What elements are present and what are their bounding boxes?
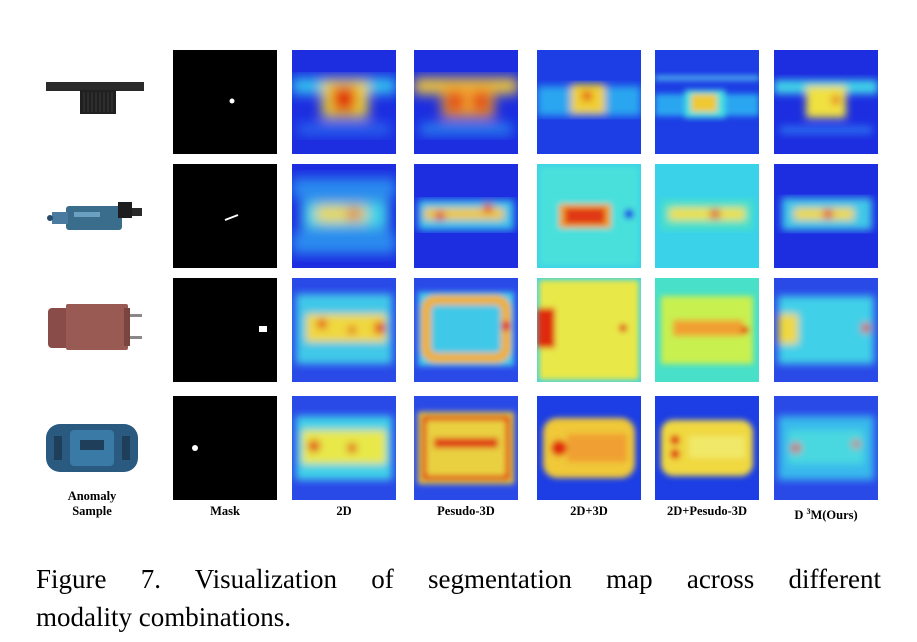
heatmap-2d3d-row-3 <box>537 278 641 382</box>
heatmap-2d3d-row-2 <box>537 164 641 268</box>
column-label-2dpseudo3d: 2D+Pesudo-3D <box>666 504 748 518</box>
mask-row-3 <box>173 278 277 382</box>
mask-row-2 <box>173 164 277 268</box>
heatmap-2d-row-1 <box>292 50 396 154</box>
heatmap-2dpseudo3d-row-1 <box>655 50 759 154</box>
mask-row-1 <box>173 50 277 154</box>
sample-image-row-1 <box>40 50 144 154</box>
sample-image-row-2 <box>40 164 144 268</box>
heatmap-ours-row-4 <box>774 396 878 500</box>
mask-row-4 <box>173 396 277 500</box>
heatmap-ours-row-3 <box>774 278 878 382</box>
figure-caption: Figure 7. Visualization of segmentation … <box>36 560 881 636</box>
column-label-2d: 2D <box>336 504 352 518</box>
column-label-anomaly-sample: Anomaly Sample <box>67 489 117 518</box>
heatmap-2dpseudo3d-row-2 <box>655 164 759 268</box>
heatmap-2dpseudo3d-row-4 <box>655 396 759 500</box>
column-label-mask: Mask <box>210 504 240 518</box>
heatmap-pseudo3d-row-1 <box>414 50 518 154</box>
heatmap-ours-row-1 <box>774 50 878 154</box>
heatmap-2d3d-row-1 <box>537 50 641 154</box>
heatmap-2d-row-3 <box>292 278 396 382</box>
heatmap-pseudo3d-row-2 <box>414 164 518 268</box>
sample-image-row-3 <box>40 278 144 382</box>
caption-line-2: modality combinations. <box>36 602 291 632</box>
heatmap-pseudo3d-row-3 <box>414 278 518 382</box>
column-label-ours: D 3M(Ours) <box>794 507 858 523</box>
heatmap-2dpseudo3d-row-3 <box>655 278 759 382</box>
heatmap-2d-row-2 <box>292 164 396 268</box>
heatmap-2d-row-4 <box>292 396 396 500</box>
column-label-2d3d: 2D+3D <box>570 504 608 518</box>
caption-line-1: Figure 7. Visualization of segmentation … <box>36 564 881 594</box>
figure-grid: Anomaly Sample Mask 2D Pesudo-3D 2D+3D 2… <box>40 50 878 523</box>
heatmap-2d3d-row-4 <box>537 396 641 500</box>
heatmap-ours-row-2 <box>774 164 878 268</box>
heatmap-pseudo3d-row-4 <box>414 396 518 500</box>
sample-image-row-4 <box>40 396 144 500</box>
column-label-pseudo3d: Pesudo-3D <box>437 504 495 518</box>
